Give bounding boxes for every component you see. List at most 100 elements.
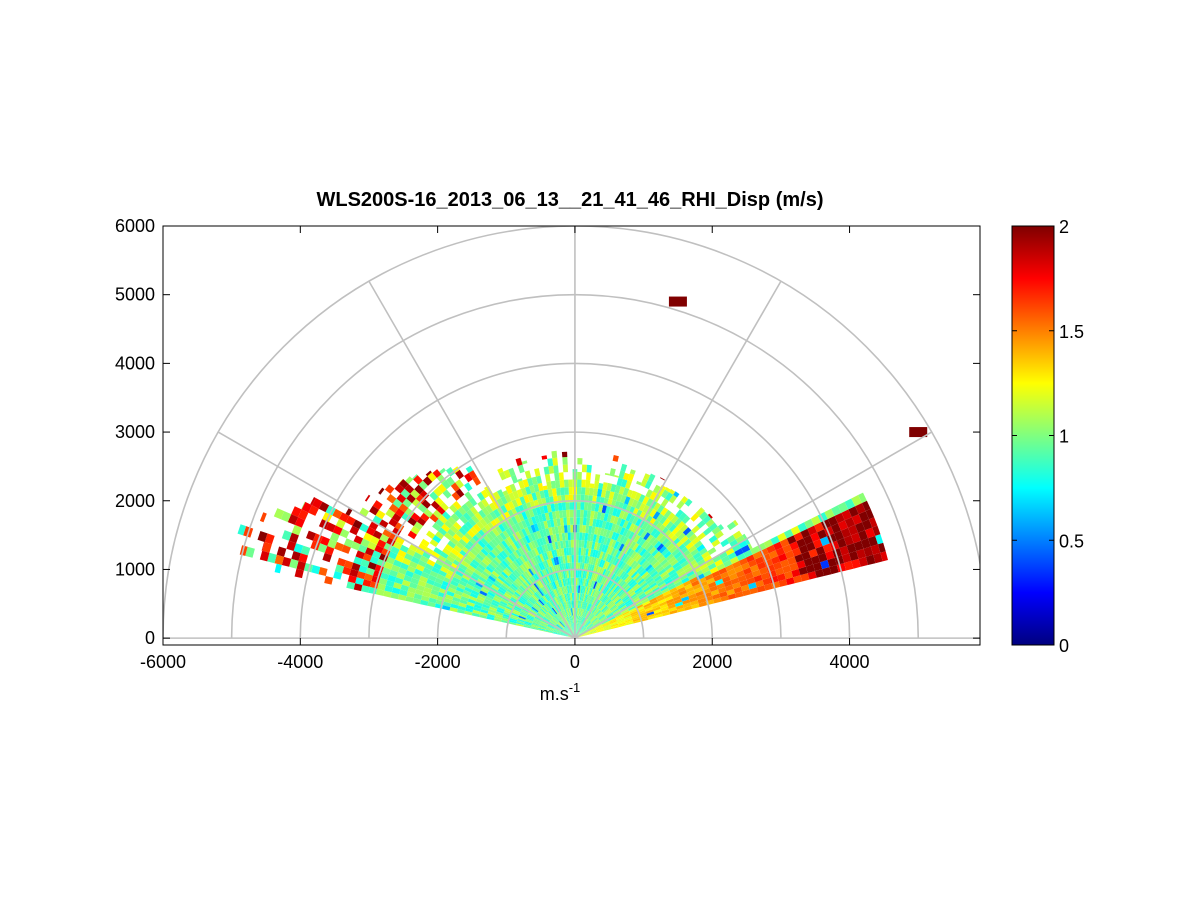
- data-cell: [653, 589, 662, 595]
- data-cell: [375, 509, 386, 520]
- data-cell: [429, 593, 438, 600]
- data-cell: [311, 565, 321, 575]
- data-cell: [584, 586, 588, 595]
- data-cell: [437, 555, 447, 563]
- data-cell: [691, 537, 700, 546]
- data-cell: [588, 587, 592, 596]
- data-cell: [596, 611, 603, 618]
- data-cell: [441, 511, 451, 521]
- data-cell: [632, 516, 639, 525]
- data-cell: [393, 582, 402, 590]
- data-cell: [525, 560, 532, 569]
- data-cell: [638, 538, 646, 547]
- data-cell: [538, 628, 546, 631]
- data-cell: [732, 582, 741, 589]
- data-cell: [530, 532, 536, 541]
- data-cell: [531, 516, 537, 525]
- data-cell: [486, 532, 494, 541]
- data-cell: [586, 623, 593, 629]
- data-cell: [585, 479, 591, 488]
- data-cell: [532, 507, 538, 517]
- data-cell: [773, 561, 783, 570]
- data-cell: [674, 564, 683, 572]
- data-cell: [580, 617, 584, 625]
- data-cell: [550, 599, 556, 607]
- data-cell: [569, 608, 572, 616]
- data-cell: [562, 619, 567, 626]
- data-cell: [624, 555, 631, 564]
- data-cell: [629, 541, 637, 550]
- data-cell: [611, 531, 617, 540]
- data-cell: [673, 551, 683, 560]
- data-cell: [541, 536, 547, 545]
- data-cell: [517, 513, 525, 522]
- data-cell: [488, 608, 497, 614]
- data-cell: [550, 480, 556, 489]
- data-cell: [592, 534, 597, 543]
- data-cell: [569, 585, 572, 593]
- data-cell: [598, 504, 604, 513]
- data-cell: [406, 565, 416, 573]
- data-cell: [603, 587, 610, 595]
- data-cell: [646, 611, 655, 616]
- data-cell: [653, 540, 662, 549]
- data-cell: [641, 550, 649, 559]
- data-cell: [418, 543, 427, 552]
- data-cell: [810, 532, 820, 542]
- data-cell: [372, 515, 382, 525]
- data-cell: [614, 613, 623, 618]
- data-cell: [536, 590, 543, 598]
- data-cell: [556, 613, 562, 621]
- data-cell: [647, 473, 656, 483]
- data-cell: [237, 524, 247, 536]
- data-cell: [557, 604, 562, 612]
- data-cell: [645, 489, 653, 498]
- data-cell: [384, 585, 394, 593]
- data-cell: [589, 632, 597, 635]
- data-cell: [392, 541, 403, 550]
- data-cell: [789, 562, 799, 572]
- data-cell: [594, 550, 599, 558]
- data-cell: [432, 535, 442, 544]
- data-cell: [475, 581, 484, 588]
- data-cell: [494, 579, 502, 587]
- data-cell: [432, 509, 442, 519]
- data-cell: [598, 584, 604, 592]
- data-cell: [325, 522, 336, 533]
- data-cell: [588, 629, 597, 633]
- data-cell: [483, 598, 492, 605]
- data-cell: [677, 586, 686, 593]
- data-cell: [572, 585, 575, 593]
- data-cell: [623, 615, 632, 620]
- data-cell: [511, 474, 519, 484]
- data-cell: [591, 617, 598, 623]
- data-cell: [625, 620, 634, 624]
- data-cell: [589, 518, 594, 527]
- data-cell: [685, 586, 694, 593]
- data-cell: [566, 509, 570, 518]
- data-cell: [590, 572, 595, 581]
- data-cell: [492, 491, 501, 501]
- data-cell: [676, 500, 685, 510]
- data-cell: [597, 612, 604, 619]
- data-cell: [586, 612, 592, 620]
- data-cell: [538, 580, 544, 588]
- data-cell: [498, 542, 506, 551]
- data-cell: [584, 570, 588, 579]
- data-cell: [863, 546, 874, 557]
- data-cell: [909, 427, 928, 438]
- data-cell: [687, 573, 697, 581]
- data-cell: [613, 558, 620, 566]
- data-cell: [602, 528, 608, 537]
- data-cell: [495, 592, 503, 599]
- data-cell: [539, 588, 546, 596]
- data-cell: [607, 554, 613, 563]
- data-cell: [592, 607, 598, 614]
- data-cell: [616, 600, 624, 607]
- data-cell: [344, 560, 354, 569]
- data-cell: [697, 558, 706, 567]
- data-cell: [619, 561, 627, 570]
- data-cell: [568, 585, 571, 594]
- data-cell: [457, 506, 467, 516]
- data-cell: [539, 623, 548, 627]
